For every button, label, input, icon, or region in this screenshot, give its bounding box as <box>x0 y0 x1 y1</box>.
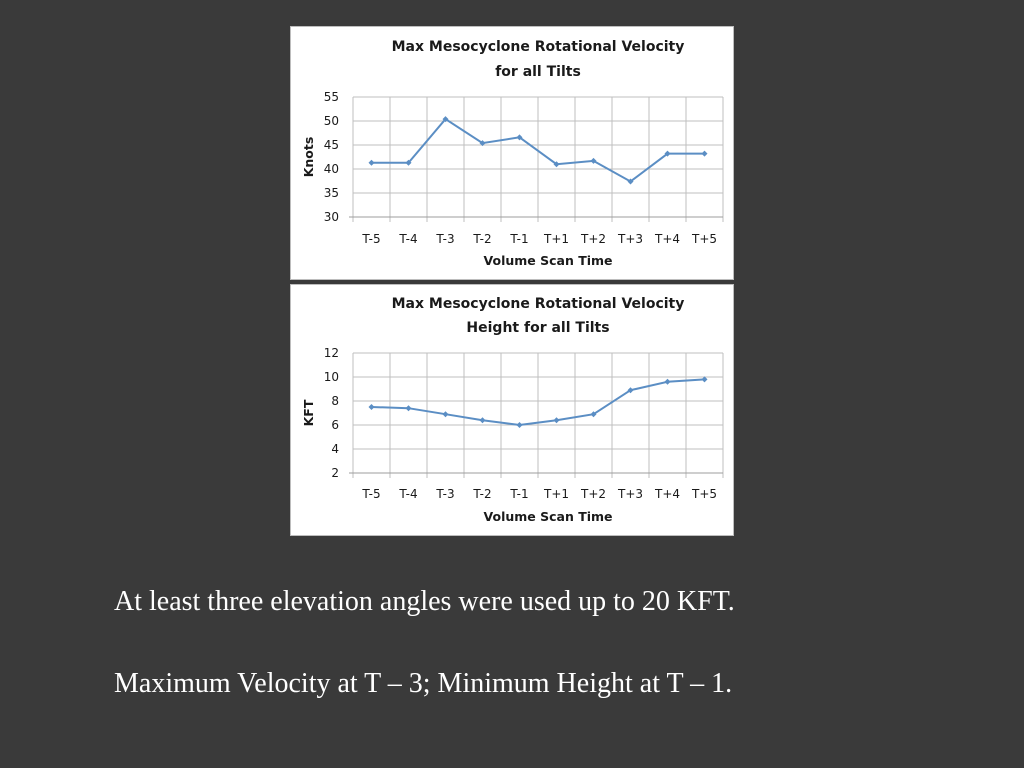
velocity-x-tick-label: T-5 <box>361 232 380 246</box>
velocity-x-tick-label: T-2 <box>472 232 491 246</box>
velocity-chart-panel: Max Mesocyclone Rotational Velocity for a… <box>290 26 734 280</box>
height-series-line <box>371 378 705 427</box>
velocity-data-point <box>368 159 375 166</box>
velocity-y-tick-label: 30 <box>324 210 339 224</box>
height-data-point <box>701 376 708 383</box>
velocity-x-tick-label: T+5 <box>691 232 717 246</box>
velocity-x-tick-label: T+2 <box>580 232 606 246</box>
height-y-tick-label: 6 <box>331 418 339 432</box>
velocity-x-tick-label: T-3 <box>435 232 454 246</box>
height-data-point <box>479 417 486 424</box>
velocity-x-tick-label: T-1 <box>509 232 528 246</box>
velocity-chart: Max Mesocyclone Rotational Velocity for a… <box>301 39 724 268</box>
height-data-point <box>590 411 597 418</box>
velocity-data-point <box>442 116 449 123</box>
height-data-point <box>368 404 375 410</box>
velocity-data-point <box>516 134 523 141</box>
velocity-y-axis-title: Knots <box>301 137 316 178</box>
height-chart-title-line-2: Height for all Tilts <box>466 320 609 336</box>
height-x-tick-label: T+4 <box>654 487 680 501</box>
velocity-chart-title-line-2: for all Tilts <box>495 64 581 80</box>
velocity-x-tick-label: T+1 <box>543 232 569 246</box>
velocity-y-tick-label: 35 <box>324 186 339 200</box>
height-data-point <box>442 411 449 418</box>
height-chart-title-line-1: Max Mesocyclone Rotational Velocity <box>392 296 685 312</box>
height-x-tick-label: T-2 <box>472 487 491 501</box>
velocity-x-tick-label: T+4 <box>654 232 680 246</box>
velocity-data-point <box>405 159 412 166</box>
height-x-axis-title: Volume Scan Time <box>483 509 612 524</box>
velocity-x-tick-label: T-4 <box>398 232 417 246</box>
height-data-point <box>627 387 634 394</box>
height-x-tick-label: T+1 <box>543 487 569 501</box>
height-chart-panel: Max Mesocyclone Rotational Velocity Heigh… <box>290 284 734 536</box>
height-x-tick-label: T-4 <box>398 487 417 501</box>
velocity-data-point <box>479 140 486 147</box>
height-y-axis-title: KFT <box>301 399 316 426</box>
height-x-tick-label: T+2 <box>580 487 606 501</box>
height-x-tick-label: T-3 <box>435 487 454 501</box>
height-data-point <box>516 422 523 428</box>
height-data-point <box>405 405 412 412</box>
height-x-tick-label: T-5 <box>361 487 380 501</box>
velocity-y-tick-label: 50 <box>324 114 339 128</box>
height-chart: Max Mesocyclone Rotational Velocity Heigh… <box>301 296 724 524</box>
velocity-chart-title-line-1: Max Mesocyclone Rotational Velocity <box>392 39 685 55</box>
height-data-point <box>553 417 560 424</box>
velocity-data-point <box>664 150 671 157</box>
caption-line-2: Maximum Velocity at T – 3; Minimum Heigh… <box>114 668 733 699</box>
velocity-data-point <box>553 161 560 168</box>
velocity-x-axis-title: Volume Scan Time <box>483 253 612 268</box>
height-y-tick-label: 2 <box>331 466 339 480</box>
velocity-y-tick-label: 45 <box>324 138 339 152</box>
caption-line-1: At least three elevation angles were use… <box>114 586 735 617</box>
height-x-tick-label: T+3 <box>617 487 643 501</box>
height-y-tick-label: 4 <box>331 442 339 456</box>
velocity-y-tick-label: 40 <box>324 162 339 176</box>
height-x-tick-label: T-1 <box>509 487 528 501</box>
velocity-y-tick-label: 55 <box>324 90 339 104</box>
height-data-point <box>664 378 671 385</box>
velocity-series-line <box>371 117 705 183</box>
height-y-tick-label: 8 <box>331 394 339 408</box>
velocity-x-tick-label: T+3 <box>617 232 643 246</box>
velocity-data-point <box>701 150 708 157</box>
velocity-data-point <box>627 178 634 185</box>
height-y-tick-label: 10 <box>324 370 339 384</box>
height-y-tick-label: 12 <box>324 346 339 360</box>
velocity-data-point <box>590 157 597 164</box>
height-x-tick-label: T+5 <box>691 487 717 501</box>
